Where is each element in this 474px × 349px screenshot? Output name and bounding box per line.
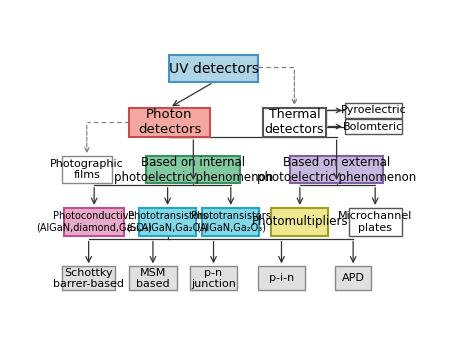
FancyBboxPatch shape xyxy=(190,266,237,290)
FancyBboxPatch shape xyxy=(290,156,383,183)
FancyBboxPatch shape xyxy=(202,208,259,236)
Text: Phototransistors
(AlGaN,Ga₂O₃): Phototransistors (AlGaN,Ga₂O₃) xyxy=(191,211,271,233)
FancyBboxPatch shape xyxy=(263,108,326,137)
FancyBboxPatch shape xyxy=(62,266,115,290)
Text: Photon
detectors: Photon detectors xyxy=(138,109,201,136)
FancyBboxPatch shape xyxy=(146,156,240,183)
FancyBboxPatch shape xyxy=(169,55,258,82)
Text: Phototransistors
(Si,AlGaN,Ga₂O₃): Phototransistors (Si,AlGaN,Ga₂O₃) xyxy=(127,211,209,233)
Text: APD: APD xyxy=(342,273,365,283)
Text: Photographic
films: Photographic films xyxy=(50,159,124,180)
Text: Based on internal
photoelectric phenomenon: Based on internal photoelectric phenomen… xyxy=(114,156,273,184)
FancyBboxPatch shape xyxy=(139,208,196,236)
Text: Thermal
detectors: Thermal detectors xyxy=(264,109,324,136)
FancyBboxPatch shape xyxy=(258,266,305,290)
Text: Schottky
barrer-based: Schottky barrer-based xyxy=(53,268,124,289)
FancyBboxPatch shape xyxy=(345,103,402,118)
Text: Microchannel
plates: Microchannel plates xyxy=(338,211,412,233)
FancyBboxPatch shape xyxy=(62,156,111,183)
Text: Photoconductive
(AlGaN,diamond,Ga₂O₃): Photoconductive (AlGaN,diamond,Ga₂O₃) xyxy=(36,211,152,233)
Text: p-n
junction: p-n junction xyxy=(191,268,236,289)
Text: Pyroelectric: Pyroelectric xyxy=(340,105,406,116)
FancyBboxPatch shape xyxy=(129,108,210,137)
Text: p-i-n: p-i-n xyxy=(269,273,294,283)
FancyBboxPatch shape xyxy=(272,208,328,236)
Text: MSM
based: MSM based xyxy=(136,268,170,289)
Text: UV detectors: UV detectors xyxy=(169,62,258,76)
Text: Based on external
photoelectric phenomenon: Based on external photoelectric phenomen… xyxy=(257,156,416,184)
FancyBboxPatch shape xyxy=(345,119,402,134)
FancyBboxPatch shape xyxy=(64,208,125,236)
FancyBboxPatch shape xyxy=(335,266,372,290)
Text: Photomultipliers: Photomultipliers xyxy=(252,215,348,229)
FancyBboxPatch shape xyxy=(348,208,402,236)
Text: Bolomteric: Bolomteric xyxy=(343,121,403,132)
FancyBboxPatch shape xyxy=(129,266,177,290)
